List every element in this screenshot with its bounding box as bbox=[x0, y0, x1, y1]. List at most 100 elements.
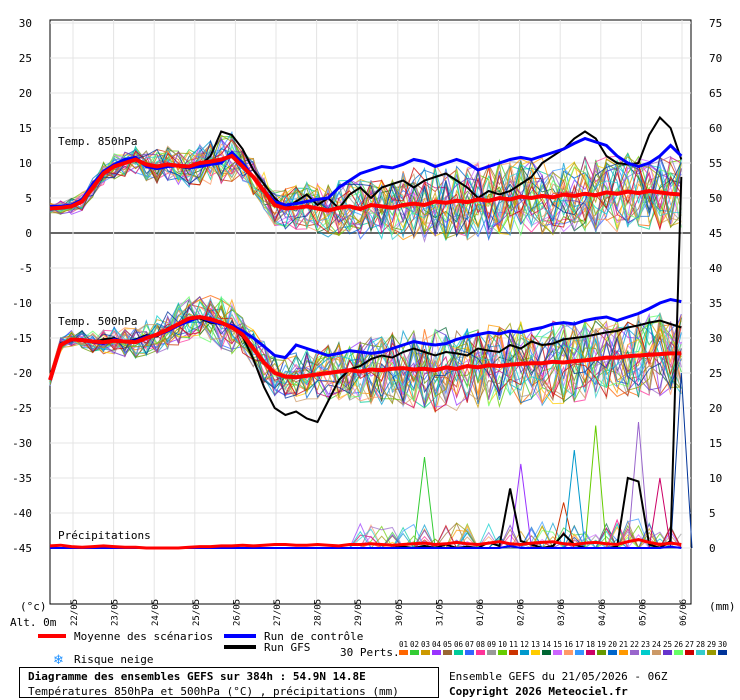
pert-number-label: 29 bbox=[707, 640, 716, 649]
pert-swatch bbox=[399, 650, 408, 655]
grid bbox=[50, 20, 691, 604]
pert-t850-line bbox=[50, 134, 682, 240]
precip-spike bbox=[509, 463, 532, 549]
label-precip: Précipitations bbox=[58, 529, 151, 542]
pert-swatch bbox=[443, 650, 452, 655]
pert-number-label: 05 bbox=[443, 640, 452, 649]
x-tick-label: 05/06 bbox=[638, 599, 648, 626]
footer-run: Ensemble GEFS du 21/05/2026 - 06Z bbox=[449, 670, 668, 683]
y-right-tick-label: 45 bbox=[709, 227, 722, 240]
pert-swatch bbox=[509, 650, 518, 655]
precip-spike bbox=[605, 518, 629, 549]
y-right-tick-label: 55 bbox=[709, 157, 722, 170]
pert-swatch bbox=[674, 650, 683, 655]
pert-number-label: 22 bbox=[630, 640, 639, 649]
legend-snow-label: Risque neige bbox=[74, 653, 153, 666]
footer-box: Diagramme des ensembles GEFS sur 384h : … bbox=[19, 667, 439, 698]
pert-swatch bbox=[454, 650, 463, 655]
y-right-tick-label: 20 bbox=[709, 402, 722, 415]
pert-swatch bbox=[718, 650, 727, 655]
x-tick-label: 28/05 bbox=[314, 599, 324, 626]
pert-number-label: 04 bbox=[432, 640, 442, 649]
pert-number-label: 20 bbox=[608, 640, 618, 649]
y-right-tick-label: 75 bbox=[709, 17, 722, 30]
pert-number-label: 28 bbox=[696, 640, 706, 649]
x-tick-label: 23/05 bbox=[111, 599, 121, 626]
y-right-tick-label: 0 bbox=[709, 542, 716, 555]
pert-number-label: 30 bbox=[718, 640, 728, 649]
x-tick-label: 22/05 bbox=[70, 599, 80, 626]
pert-swatch bbox=[597, 650, 606, 655]
pert-number-label: 27 bbox=[685, 640, 694, 649]
pert-number-label: 12 bbox=[520, 640, 529, 649]
pert-t850-line bbox=[49, 144, 682, 235]
precip-mean-line bbox=[49, 538, 682, 550]
y-right-tick-label: 5 bbox=[709, 507, 716, 520]
footer-subtitle: Températures 850hPa et 500hPa (°C) , pré… bbox=[28, 685, 399, 698]
y-right-tick-label: 10 bbox=[709, 472, 722, 485]
pert-number-label: 01 bbox=[399, 640, 408, 649]
pert-swatch bbox=[432, 650, 441, 655]
y-left-tick-label: -25 bbox=[12, 402, 32, 415]
y-left-tick-label: -30 bbox=[12, 437, 32, 450]
pert-t850-line bbox=[49, 144, 682, 241]
y-left-tick-label: 25 bbox=[19, 52, 32, 65]
pert-swatch bbox=[487, 650, 496, 655]
pert-number-label: 08 bbox=[476, 640, 486, 649]
precip-spike bbox=[627, 421, 650, 549]
pert-number-label: 23 bbox=[641, 640, 650, 649]
y-right-tick-label: 65 bbox=[709, 87, 722, 100]
pert-t850-line bbox=[49, 139, 682, 238]
main-series bbox=[48, 115, 683, 550]
x-axis-ticks: 22/05 23/05 24/05 25/05 26/05 27/05 28/05 29/05… bbox=[70, 599, 689, 626]
x-tick-label: 02/06 bbox=[517, 599, 527, 626]
x-tick-label: 31/05 bbox=[435, 599, 445, 626]
y-left-tick-label: 15 bbox=[19, 122, 32, 135]
pert-swatch bbox=[685, 650, 694, 655]
y-right-tick-label: 15 bbox=[709, 437, 722, 450]
pert-number-label: 06 bbox=[454, 640, 464, 649]
x-tick-label: 03/06 bbox=[557, 599, 567, 626]
pert-number-label: 25 bbox=[663, 640, 672, 649]
t850-mean-line bbox=[49, 153, 682, 213]
y-right-tick-label: 35 bbox=[709, 297, 722, 310]
snowflake-icon: ❄ bbox=[53, 653, 64, 668]
pert-swatch bbox=[696, 650, 705, 655]
pert-number-label: 18 bbox=[586, 640, 596, 649]
legend-control-label: Run de contrôle bbox=[264, 630, 363, 643]
pert-swatch bbox=[476, 650, 485, 655]
pert-swatch bbox=[586, 650, 595, 655]
y-right-unit: (mm) bbox=[709, 600, 736, 613]
pert-number-label: 16 bbox=[564, 640, 574, 649]
y-left-unit: (°c) bbox=[20, 600, 47, 613]
y-left-tick-label: 20 bbox=[19, 87, 32, 100]
pert-swatch bbox=[465, 650, 474, 655]
y-left-tick-label: -10 bbox=[12, 297, 32, 310]
pert-number-label: 10 bbox=[498, 640, 508, 649]
pert-swatch bbox=[608, 650, 617, 655]
pert-swatch bbox=[663, 650, 672, 655]
y-left-tick-label: -15 bbox=[12, 332, 32, 345]
pert-number-label: 17 bbox=[575, 640, 584, 649]
pert-number-label: 02 bbox=[410, 640, 419, 649]
y-left-tick-label: -5 bbox=[19, 262, 32, 275]
y-left-tick-label: -20 bbox=[12, 367, 32, 380]
legend-mean-label: Moyenne des scénarios bbox=[74, 630, 213, 643]
precip-spike bbox=[584, 425, 607, 549]
t850-control-line bbox=[50, 136, 683, 208]
pert-swatch bbox=[707, 650, 716, 655]
label-temp850: Temp. 850hPa bbox=[58, 135, 137, 148]
y-right-tick-label: 70 bbox=[709, 52, 722, 65]
y-left-tick-label: -35 bbox=[12, 472, 32, 485]
y-left-tick-label: 10 bbox=[19, 157, 32, 170]
x-tick-label: 01/06 bbox=[476, 599, 486, 626]
t500-mean-line bbox=[48, 314, 682, 381]
precip-spike bbox=[670, 372, 693, 549]
precip-spike bbox=[648, 477, 672, 549]
pert-number-label: 11 bbox=[509, 640, 518, 649]
footer-copyright: Copyright 2026 Meteociel.fr bbox=[449, 685, 628, 698]
pert-legend: 01 02 03 04 05 06 07 08 09 10 11 12 13 14 15 16 17 18 19 20… bbox=[399, 640, 728, 655]
pert-swatch bbox=[553, 650, 562, 655]
